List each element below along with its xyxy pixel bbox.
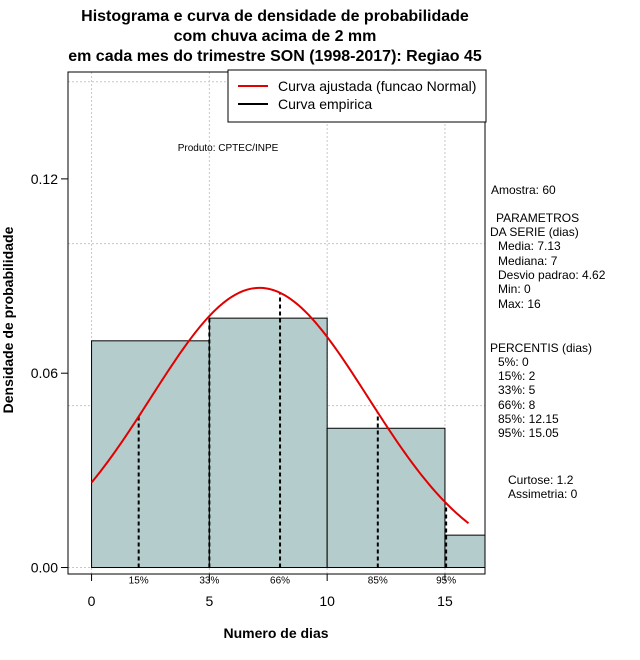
histogram-bar-2 (208, 317, 328, 569)
y-tick-label: 0.12 (31, 171, 58, 187)
histogram-bar-4 (444, 534, 486, 569)
percentil-66: 66%: 8 (498, 398, 536, 412)
normal-curve-layer (90, 286, 470, 525)
params-title-line-2: DA SERIE (dias) (490, 225, 579, 239)
histogram-bar-1 (91, 340, 210, 569)
y-tick-label: 0.00 (31, 560, 58, 576)
y-axis-title: Densidade de probabilidade (0, 226, 16, 413)
param-mean: Media: 7.13 (498, 239, 561, 253)
param-stddev: Desvio padrao: 4.62 (498, 268, 606, 282)
chart-title-line-2: com chuva acima de 2 mm (174, 28, 377, 45)
x-tick-label: 0 (88, 593, 96, 609)
y-tick-label: 0.06 (31, 365, 58, 381)
legend-box (227, 69, 487, 123)
percentile-label: 66% (270, 576, 290, 587)
param-min: Min: 0 (498, 282, 531, 296)
percentis-title: PERCENTIS (dias) (490, 341, 592, 355)
percentil-33: 33%: 5 (498, 383, 536, 397)
chart-title-line-1: Histograma e curva de densidade de proba… (81, 8, 469, 25)
x-tick-label: 5 (205, 593, 213, 609)
percentile-label: 85% (368, 576, 388, 587)
params-title-line-1: PARAMETROS (496, 211, 579, 225)
percentil-5: 5%: 0 (498, 355, 529, 369)
kurtosis: Curtose: 1.2 (508, 473, 574, 487)
x-tick-label: 10 (319, 593, 335, 609)
percentil-95: 95%: 15.05 (498, 426, 559, 440)
skewness: Assimetria: 0 (508, 487, 578, 501)
axes: 0 5 10 15 0.00 0.06 0.12 (31, 171, 453, 609)
chart-title-line-3: em cada mes do trimestre SON (1998-2017)… (68, 48, 482, 65)
legend: Curva ajustada (funcao Normal) Curva emp… (227, 69, 487, 123)
histogram-bar-3 (326, 427, 446, 569)
x-axis-title: Numero de dias (223, 625, 328, 641)
legend-label-normal: Curva ajustada (funcao Normal) (278, 78, 476, 94)
percentile-lines: 15% 33% 66% 85% 95% (129, 292, 456, 587)
legend-label-empirical: Curva empirica (278, 96, 372, 112)
stats-panel: Amostra: 60 PARAMETROS DA SERIE (dias) M… (490, 183, 606, 501)
x-tick-label: 15 (437, 593, 453, 609)
sample-size: Amostra: 60 (491, 183, 556, 197)
product-annotation: Produto: CPTEC/INPE (178, 143, 279, 154)
histogram-bars (91, 317, 486, 569)
normal-curve (90, 286, 470, 525)
percentile-label: 33% (199, 576, 219, 587)
percentil-85: 85%: 12.15 (498, 412, 559, 426)
percentile-label: 15% (129, 576, 149, 587)
param-median: Mediana: 7 (498, 254, 558, 268)
percentil-15: 15%: 2 (498, 369, 536, 383)
param-max: Max: 16 (498, 297, 541, 311)
percentile-label: 95% (436, 576, 456, 587)
